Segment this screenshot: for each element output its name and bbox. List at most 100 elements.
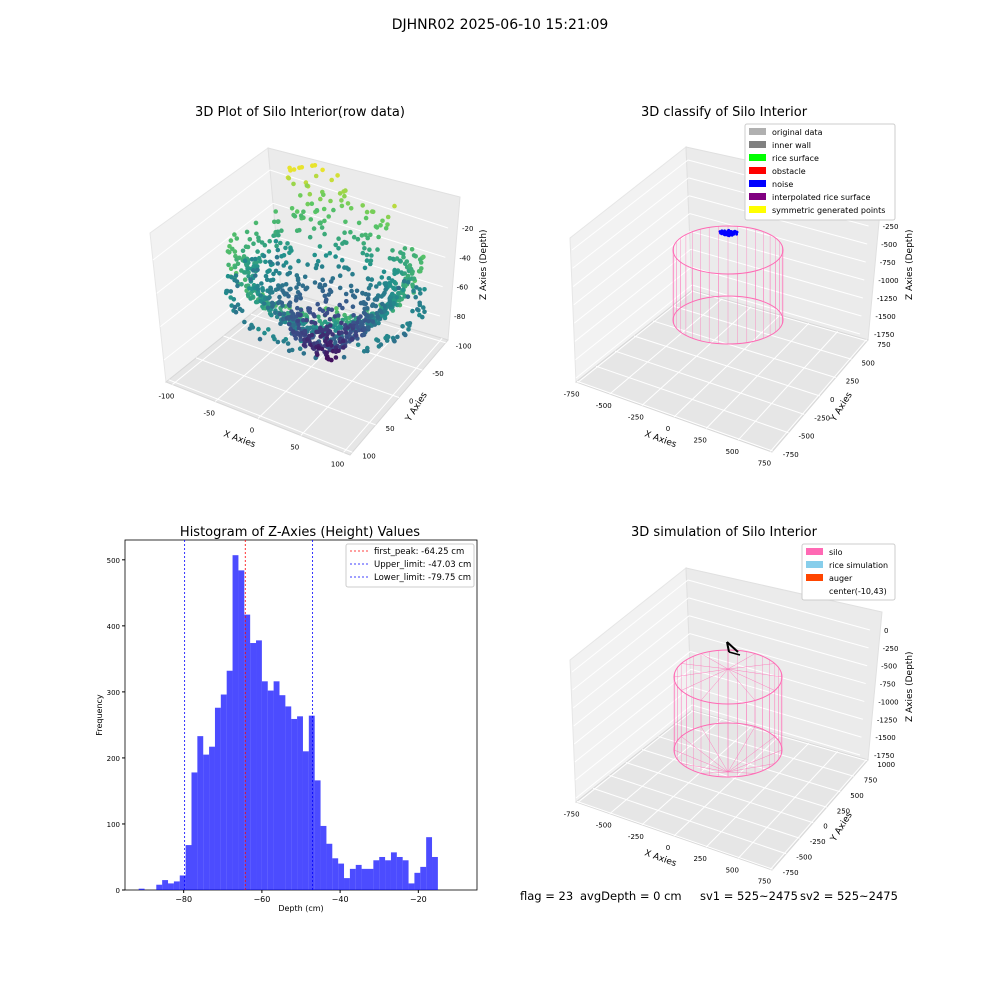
silo-roof-line <box>681 663 729 670</box>
data-point <box>333 320 339 326</box>
histogram-bar <box>162 880 169 890</box>
data-point <box>274 314 280 320</box>
x-tick-label: 750 <box>758 459 771 467</box>
data-point <box>326 214 332 219</box>
data-point <box>384 338 390 343</box>
data-point <box>279 300 285 306</box>
data-point <box>391 301 397 306</box>
data-point <box>302 274 308 280</box>
gridline <box>691 704 861 756</box>
data-point <box>294 285 299 290</box>
data-point <box>339 198 344 203</box>
data-point <box>411 253 417 258</box>
data-point <box>339 257 345 263</box>
gridline <box>737 751 839 859</box>
data-point <box>296 258 301 264</box>
data-point <box>407 321 413 326</box>
data-point <box>329 343 334 348</box>
data-point <box>336 264 342 269</box>
data-point <box>378 342 384 347</box>
legend-label: inner wall <box>772 141 811 150</box>
data-point <box>266 249 272 254</box>
x-tick-label: 0 <box>666 844 670 852</box>
data-point <box>348 206 354 211</box>
noise-point <box>735 232 738 236</box>
data-point <box>365 313 371 319</box>
data-point <box>364 209 370 215</box>
data-point <box>356 327 362 333</box>
data-point <box>251 241 256 246</box>
histogram-bar <box>320 825 327 890</box>
data-point <box>337 285 343 291</box>
data-point <box>295 305 300 311</box>
histogram-bar <box>420 866 427 890</box>
histogram-bar <box>197 736 204 890</box>
data-point <box>286 321 292 327</box>
data-point <box>226 262 231 268</box>
gridline <box>690 248 863 299</box>
silo-cone-line <box>681 763 729 773</box>
data-point <box>245 244 251 250</box>
data-point <box>324 297 329 302</box>
data-point <box>289 206 295 211</box>
data-point <box>350 304 356 310</box>
data-point <box>374 225 380 230</box>
footer-sv2: sv2 = 525~2475 <box>800 889 898 903</box>
panel1-y-label: Y Axies <box>404 390 430 424</box>
data-point <box>339 320 344 326</box>
data-point <box>359 233 365 238</box>
data-point <box>298 295 304 301</box>
data-point <box>417 300 423 306</box>
legend-label: auger <box>829 574 853 583</box>
data-point <box>408 266 414 272</box>
data-point <box>287 300 293 306</box>
data-point <box>278 321 283 327</box>
data-point <box>317 244 323 249</box>
data-point <box>269 312 274 318</box>
y-tick-label: 0 <box>830 396 834 404</box>
data-point <box>231 297 237 302</box>
data-point <box>327 287 333 293</box>
data-point <box>315 352 320 358</box>
data-point <box>413 294 419 300</box>
data-point <box>362 265 368 271</box>
data-point <box>377 281 382 286</box>
gridline <box>691 266 862 317</box>
data-point <box>307 191 313 197</box>
data-point <box>337 273 343 279</box>
data-point <box>363 232 368 238</box>
histogram-bar <box>349 868 356 890</box>
x-tick-label: 100 <box>331 460 344 468</box>
data-point <box>274 243 279 249</box>
histogram-bar <box>291 718 298 890</box>
gridline <box>688 597 869 649</box>
gridline <box>609 774 800 839</box>
panel2-x-label: X Axies <box>643 429 678 450</box>
data-point <box>300 318 306 323</box>
data-point <box>343 291 349 297</box>
data-point <box>421 305 426 310</box>
histogram-bar <box>297 716 303 890</box>
data-point <box>349 288 354 294</box>
data-point <box>233 273 239 278</box>
histogram-bar <box>273 681 280 890</box>
gridline <box>689 615 868 667</box>
data-point <box>336 236 341 241</box>
histogram-bar <box>267 690 274 890</box>
data-point <box>291 322 297 328</box>
data-point <box>365 276 371 281</box>
silo-cone-line <box>727 771 756 774</box>
x-tick-label: -250 <box>628 414 644 422</box>
data-point <box>418 291 423 296</box>
legend-swatch <box>806 561 823 568</box>
data-point <box>237 255 242 261</box>
histogram-bar <box>390 852 397 890</box>
data-point <box>392 203 397 209</box>
data-point <box>255 287 261 292</box>
data-point <box>333 340 338 345</box>
data-point <box>368 282 373 288</box>
data-point <box>313 173 319 179</box>
y-tick-label: 750 <box>864 776 877 784</box>
data-point <box>363 215 369 221</box>
data-point <box>263 273 269 279</box>
